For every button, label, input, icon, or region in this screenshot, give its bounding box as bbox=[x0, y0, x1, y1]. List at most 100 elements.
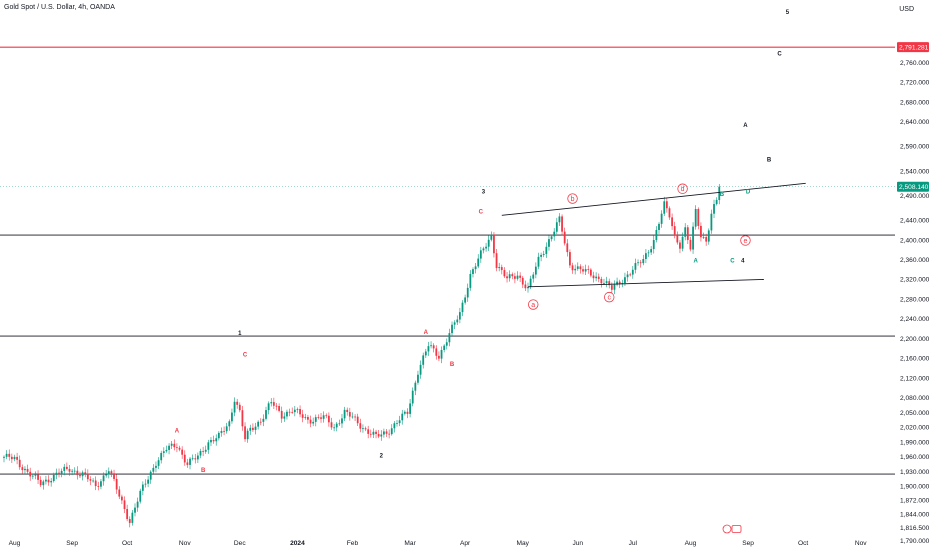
candle-body bbox=[320, 417, 322, 419]
wave-label: A bbox=[424, 330, 429, 336]
candle-body bbox=[493, 234, 495, 254]
wave-label: 2 bbox=[380, 453, 384, 459]
channel-trendline[interactable] bbox=[501, 182, 806, 216]
wave-label: B bbox=[450, 362, 455, 368]
candle-body bbox=[676, 234, 679, 243]
candle-body bbox=[330, 422, 333, 428]
candle-body bbox=[178, 447, 181, 450]
candle-body bbox=[362, 428, 364, 430]
y-tick-label: 1,990.000 bbox=[900, 439, 930, 446]
candle-body bbox=[118, 489, 121, 497]
x-tick-label: Jul bbox=[629, 540, 638, 547]
tradingview-logo-icon[interactable] bbox=[722, 524, 742, 534]
candle-body bbox=[456, 319, 459, 323]
candle-body bbox=[267, 403, 270, 411]
price-tags: 2,791.281 2,508.140 bbox=[897, 42, 929, 192]
candle-body bbox=[217, 432, 220, 439]
candle-body bbox=[304, 416, 307, 418]
candle-body bbox=[309, 419, 312, 424]
candle-body bbox=[341, 418, 343, 424]
candle-body bbox=[207, 442, 210, 450]
candle-body bbox=[377, 433, 380, 437]
candle-body bbox=[325, 415, 328, 417]
candle-body bbox=[466, 287, 469, 298]
candle-body bbox=[121, 496, 123, 501]
x-tick-label: Oct bbox=[122, 540, 132, 547]
candle-body bbox=[532, 274, 535, 279]
candle-body bbox=[419, 364, 422, 375]
wave-label: C bbox=[730, 259, 735, 265]
candle-body bbox=[39, 479, 42, 486]
time-axis[interactable]: Aug Sep Oct Nov Dec 2024 Feb Mar Apr May Jun Jul Aug… bbox=[9, 540, 868, 547]
candle-body bbox=[16, 456, 18, 460]
candle-body bbox=[181, 449, 184, 455]
candle-body bbox=[71, 470, 74, 472]
candle-body bbox=[514, 276, 516, 279]
candle-body bbox=[301, 414, 304, 418]
candle-body bbox=[427, 346, 430, 352]
candle-body bbox=[283, 416, 286, 419]
candle-body bbox=[579, 266, 582, 270]
x-tick-label: Nov bbox=[855, 540, 867, 547]
candle-body bbox=[587, 269, 590, 270]
candle-body bbox=[503, 270, 506, 277]
candle-body bbox=[102, 475, 105, 482]
candle-body bbox=[445, 342, 448, 346]
candle-body bbox=[37, 474, 39, 480]
candle-body bbox=[553, 231, 556, 237]
candle-body bbox=[348, 411, 351, 417]
candle-body bbox=[595, 276, 598, 279]
candle-body bbox=[679, 242, 681, 249]
candle-body bbox=[220, 430, 223, 433]
candle-body bbox=[435, 348, 438, 356]
candle-body bbox=[563, 231, 566, 244]
candle-body bbox=[482, 248, 485, 251]
candle-body bbox=[160, 452, 163, 461]
candle-body bbox=[115, 478, 118, 490]
candle-body bbox=[464, 297, 467, 303]
wave-label-circle bbox=[567, 193, 578, 204]
y-tick-label: 2,240.000 bbox=[900, 316, 930, 323]
channel-trendline[interactable] bbox=[527, 278, 764, 288]
x-tick-label: Nov bbox=[179, 540, 191, 547]
candle-body bbox=[31, 475, 34, 477]
candle-body bbox=[411, 390, 414, 404]
candle-body bbox=[458, 312, 461, 320]
candle-body bbox=[516, 275, 519, 279]
candle-body bbox=[76, 470, 79, 476]
wave-annotations: 1 2 3 4 5 A B C C A B A B C A B C Da b c d e bbox=[175, 10, 790, 474]
wave-label: 4 bbox=[741, 259, 745, 265]
candle-body bbox=[511, 274, 514, 277]
symbol-title[interactable]: Gold Spot / U.S. Dollar, 4h, OANDA bbox=[4, 4, 115, 11]
candle-body bbox=[369, 433, 372, 435]
candle-body bbox=[697, 209, 700, 226]
currency-label: USD bbox=[899, 6, 914, 13]
candle-body bbox=[359, 423, 362, 429]
candle-body bbox=[713, 204, 715, 214]
wave-label: d bbox=[681, 186, 685, 193]
candle-body bbox=[134, 507, 136, 513]
candle-body bbox=[438, 355, 440, 359]
candle-body bbox=[202, 451, 205, 452]
price-axis[interactable]: 1,790.000 1,816.500 1,844.000 1,872.000 1,90… bbox=[900, 60, 930, 545]
candle-body bbox=[149, 471, 152, 480]
candle-body bbox=[113, 473, 115, 479]
candle-body bbox=[576, 266, 579, 269]
candle-body bbox=[73, 470, 76, 472]
candle-body bbox=[519, 275, 522, 278]
candle-body bbox=[406, 411, 409, 414]
candle-body bbox=[417, 374, 419, 383]
y-tick-label: 1,900.000 bbox=[900, 484, 930, 491]
candle-body bbox=[372, 431, 375, 435]
y-tick-label: 2,640.000 bbox=[900, 119, 930, 126]
candle-body bbox=[364, 428, 367, 430]
candle-body bbox=[45, 479, 47, 482]
wave-label: 5 bbox=[786, 10, 790, 16]
candle-body bbox=[485, 246, 487, 249]
candle-body bbox=[479, 250, 482, 259]
wave-label: A bbox=[175, 429, 180, 435]
candle-body bbox=[351, 416, 354, 418]
candle-body bbox=[393, 423, 396, 429]
candle-body bbox=[233, 401, 236, 413]
